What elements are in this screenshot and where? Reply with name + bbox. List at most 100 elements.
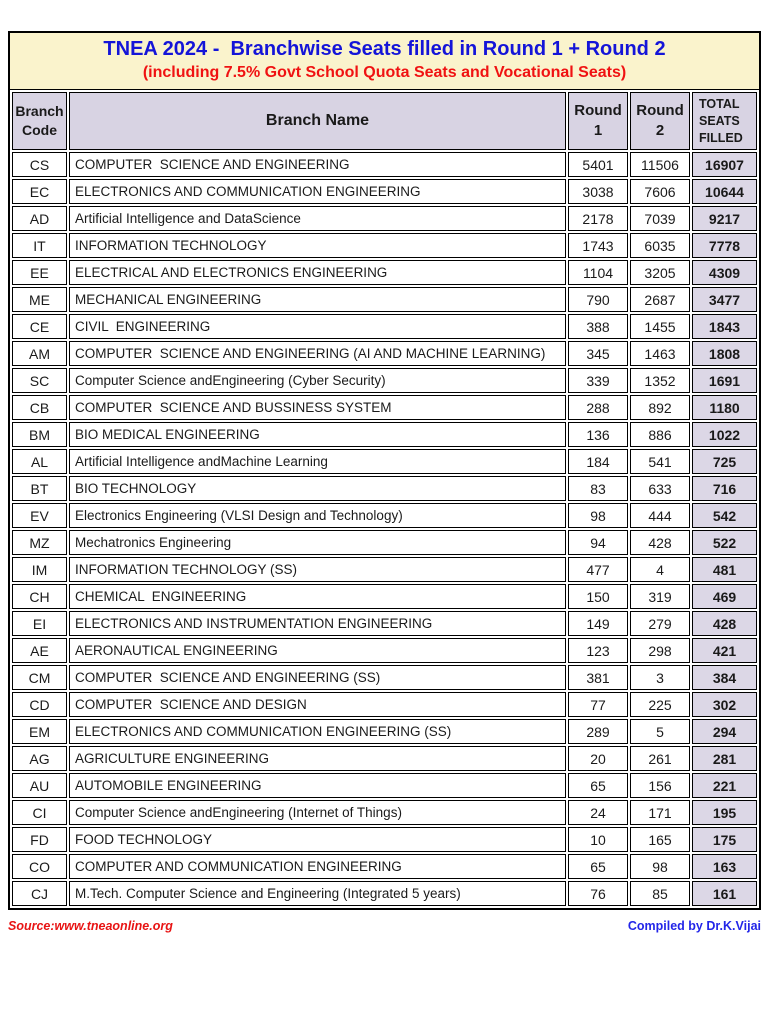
round-2-cell: 11506 (630, 152, 690, 177)
round-2-cell: 1352 (630, 368, 690, 393)
branch-name-cell: COMPUTER SCIENCE AND BUSSINESS SYSTEM (69, 395, 566, 420)
branch-code-cell: EV (12, 503, 67, 528)
total-seats-cell: 195 (692, 800, 757, 825)
round-1-cell: 1104 (568, 260, 628, 285)
round-1-cell: 381 (568, 665, 628, 690)
total-seats-cell: 163 (692, 854, 757, 879)
table-row: AM COMPUTER SCIENCE AND ENGINEERING (AI … (12, 341, 757, 366)
round-1-cell: 288 (568, 395, 628, 420)
round-1-cell: 149 (568, 611, 628, 636)
total-seats-cell: 1843 (692, 314, 757, 339)
branch-name-cell: BIO TECHNOLOGY (69, 476, 566, 501)
col-header-branch-name: Branch Name (69, 92, 566, 150)
branch-name-cell: Artificial Intelligence andMachine Learn… (69, 449, 566, 474)
total-seats-cell: 9217 (692, 206, 757, 231)
compiled-by-credit: Compiled by Dr.K.Vijai (627, 919, 761, 933)
branch-name-cell: COMPUTER SCIENCE AND ENGINEERING (69, 152, 566, 177)
branch-code-cell: AG (12, 746, 67, 771)
branch-name-cell: AGRICULTURE ENGINEERING (69, 746, 566, 771)
table-row: AD Artificial Intelligence and DataScien… (12, 206, 757, 231)
branch-code-cell: BM (12, 422, 67, 447)
branch-code-cell: MZ (12, 530, 67, 555)
branch-name-cell: ELECTRICAL AND ELECTRONICS ENGINEERING (69, 260, 566, 285)
round-2-cell: 1463 (630, 341, 690, 366)
table-row: EV Electronics Engineering (VLSI Design … (12, 503, 757, 528)
round-2-cell: 279 (630, 611, 690, 636)
total-seats-cell: 384 (692, 665, 757, 690)
branch-code-cell: CO (12, 854, 67, 879)
branch-name-cell: Computer Science andEngineering (Interne… (69, 800, 566, 825)
table-row: AU AUTOMOBILE ENGINEERING 65 156 221 (12, 773, 757, 798)
branch-code-cell: AL (12, 449, 67, 474)
total-seats-cell: 10644 (692, 179, 757, 204)
branch-name-cell: INFORMATION TECHNOLOGY (SS) (69, 557, 566, 582)
total-seats-cell: 1022 (692, 422, 757, 447)
round-1-cell: 123 (568, 638, 628, 663)
total-seats-cell: 716 (692, 476, 757, 501)
table-row: CM COMPUTER SCIENCE AND ENGINEERING (SS)… (12, 665, 757, 690)
total-seats-cell: 4309 (692, 260, 757, 285)
branch-code-cell: AU (12, 773, 67, 798)
branch-code-cell: BT (12, 476, 67, 501)
round-1-cell: 3038 (568, 179, 628, 204)
table-row: FD FOOD TECHNOLOGY 10 165 175 (12, 827, 757, 852)
round-1-cell: 10 (568, 827, 628, 852)
round-2-cell: 633 (630, 476, 690, 501)
branch-code-cell: EE (12, 260, 67, 285)
total-seats-cell: 1691 (692, 368, 757, 393)
branch-name-cell: INFORMATION TECHNOLOGY (69, 233, 566, 258)
round-1-cell: 345 (568, 341, 628, 366)
page-subtitle: (including 7.5% Govt School Quota Seats … (142, 64, 627, 81)
round-2-cell: 886 (630, 422, 690, 447)
round-1-cell: 65 (568, 854, 628, 879)
total-seats-cell: 481 (692, 557, 757, 582)
branch-name-cell: MECHANICAL ENGINEERING (69, 287, 566, 312)
title-banner: TNEA 2024 - Branchwise Seats filled in R… (10, 33, 759, 90)
table-row: CH CHEMICAL ENGINEERING 150 319 469 (12, 584, 757, 609)
round-1-cell: 2178 (568, 206, 628, 231)
branch-name-cell: FOOD TECHNOLOGY (69, 827, 566, 852)
total-seats-cell: 16907 (692, 152, 757, 177)
round-2-cell: 4 (630, 557, 690, 582)
round-2-cell: 7039 (630, 206, 690, 231)
round-2-cell: 1455 (630, 314, 690, 339)
round-1-cell: 20 (568, 746, 628, 771)
round-1-cell: 150 (568, 584, 628, 609)
total-seats-cell: 281 (692, 746, 757, 771)
branch-code-cell: EM (12, 719, 67, 744)
branch-code-cell: IM (12, 557, 67, 582)
branch-name-cell: ELECTRONICS AND COMMUNICATION ENGINEERIN… (69, 719, 566, 744)
round-2-cell: 7606 (630, 179, 690, 204)
round-1-cell: 289 (568, 719, 628, 744)
table-row: EC ELECTRONICS AND COMMUNICATION ENGINEE… (12, 179, 757, 204)
total-seats-cell: 1808 (692, 341, 757, 366)
branch-code-cell: CD (12, 692, 67, 717)
branch-name-cell: COMPUTER SCIENCE AND ENGINEERING (AI AND… (69, 341, 566, 366)
table-row: AL Artificial Intelligence andMachine Le… (12, 449, 757, 474)
branch-code-cell: AM (12, 341, 67, 366)
round-2-cell: 165 (630, 827, 690, 852)
source-credit: Source:www.tneaonline.org (8, 919, 173, 933)
total-seats-cell: 421 (692, 638, 757, 663)
total-seats-cell: 294 (692, 719, 757, 744)
branch-code-cell: AE (12, 638, 67, 663)
branch-name-cell: AERONAUTICAL ENGINEERING (69, 638, 566, 663)
round-2-cell: 319 (630, 584, 690, 609)
round-1-cell: 1743 (568, 233, 628, 258)
branch-code-cell: IT (12, 233, 67, 258)
branch-code-cell: ME (12, 287, 67, 312)
total-seats-cell: 428 (692, 611, 757, 636)
column-header-row: Branch Code Branch Name Round 1 Round 2 … (12, 92, 757, 150)
branch-name-cell: Computer Science andEngineering (Cyber S… (69, 368, 566, 393)
round-2-cell: 98 (630, 854, 690, 879)
total-seats-cell: 469 (692, 584, 757, 609)
branch-name-cell: Electronics Engineering (VLSI Design and… (69, 503, 566, 528)
round-2-cell: 892 (630, 395, 690, 420)
table-row: CI Computer Science andEngineering (Inte… (12, 800, 757, 825)
round-1-cell: 24 (568, 800, 628, 825)
branch-code-cell: CJ (12, 881, 67, 906)
seats-table: Branch Code Branch Name Round 1 Round 2 … (10, 90, 759, 908)
branch-code-cell: EI (12, 611, 67, 636)
total-seats-cell: 175 (692, 827, 757, 852)
table-row: CE CIVIL ENGINEERING 388 1455 1843 (12, 314, 757, 339)
